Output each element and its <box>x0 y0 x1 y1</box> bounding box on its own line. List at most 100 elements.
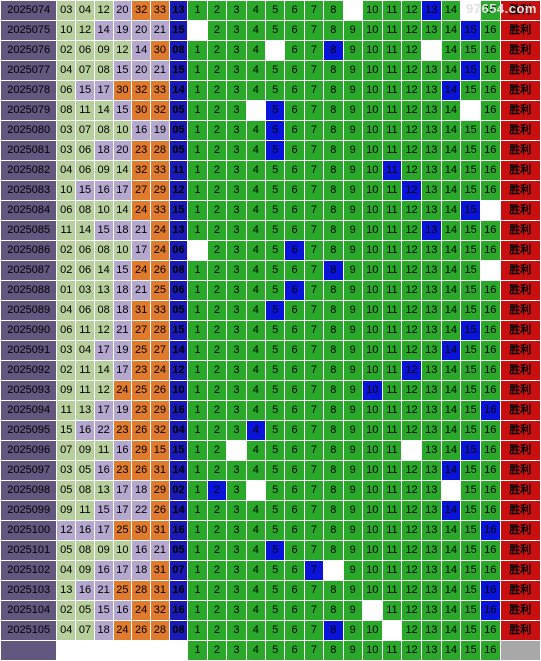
result-win-badge[interactable]: 胜利 <box>499 360 541 381</box>
number-cell: 13 <box>420 200 442 221</box>
number-cell: 14 <box>440 220 462 241</box>
result-win-badge[interactable]: 胜利 <box>499 240 541 261</box>
red-ball-number: 03 <box>56 140 77 161</box>
red-ball-number: 25 <box>112 520 133 541</box>
result-win-badge[interactable]: 胜利 <box>499 80 541 101</box>
red-ball-number: 21 <box>149 60 170 81</box>
number-cell: 3 <box>226 180 247 201</box>
red-ball-number: 24 <box>131 600 151 621</box>
result-win-badge[interactable]: 胜利 <box>499 340 541 361</box>
number-cell: 3 <box>226 540 247 561</box>
result-win-badge[interactable]: 胜利 <box>499 500 541 521</box>
number-cell: 10 <box>361 20 383 41</box>
table-row: 2025102 04 09 16 17 18 31 07 1 2 3 4 5 6 7 9 10 11 12 13 14 1… <box>0 560 541 581</box>
result-win-badge[interactable]: 胜利 <box>499 180 541 201</box>
result-win-badge[interactable]: 胜利 <box>499 100 541 121</box>
number-cell: 14 <box>440 40 462 61</box>
number-cell: 11 <box>381 260 403 281</box>
issue-number: 2025085 <box>0 220 58 241</box>
number-cell: 5 <box>264 280 286 301</box>
red-ball-number: 21 <box>149 540 170 561</box>
empty-cell <box>342 0 363 21</box>
result-win-badge[interactable]: 胜利 <box>499 60 541 81</box>
number-cell: 1 <box>187 280 208 301</box>
blue-ball-number: 12 <box>168 360 189 381</box>
number-cell: 3 <box>226 380 247 401</box>
bottom-number-cell: 3 <box>226 640 247 661</box>
number-cell: 6 <box>284 160 305 181</box>
empty-cell <box>479 200 501 221</box>
number-cell: 4 <box>245 320 266 341</box>
number-cell: 9 <box>342 60 363 81</box>
red-ball-number: 16 <box>131 540 151 561</box>
hit-cell: 12 <box>401 360 422 381</box>
empty-cell <box>226 440 247 461</box>
number-cell: 16 <box>479 320 501 341</box>
number-cell: 10 <box>361 580 383 601</box>
result-win-badge[interactable]: 胜利 <box>499 300 541 321</box>
number-cell: 1 <box>187 140 208 161</box>
red-ball-number: 08 <box>75 540 95 561</box>
result-win-badge[interactable]: 胜利 <box>499 440 541 461</box>
number-cell: 1 <box>187 580 208 601</box>
number-cell: 8 <box>323 420 344 441</box>
red-ball-number: 15 <box>149 440 170 461</box>
number-cell: 1 <box>187 220 208 241</box>
number-cell: 2 <box>206 520 228 541</box>
red-ball-number: 03 <box>56 120 77 141</box>
result-win-badge[interactable]: 胜利 <box>499 220 541 241</box>
red-ball-number: 06 <box>56 80 77 101</box>
table-row: 2025088 01 03 13 18 21 25 06 1 2 3 4 5 6 7 8 9 10 11 12 13 14… <box>0 280 541 301</box>
blue-ball-number: 13 <box>168 220 189 241</box>
number-cell: 6 <box>284 120 305 141</box>
result-win-badge[interactable]: 胜利 <box>499 560 541 581</box>
result-win-badge[interactable]: 胜利 <box>499 620 541 641</box>
result-win-badge[interactable]: 胜利 <box>499 460 541 481</box>
result-win-badge[interactable]: 胜利 <box>499 140 541 161</box>
red-ball-number: 18 <box>112 220 133 241</box>
issue-number: 2025104 <box>0 600 58 621</box>
result-win-badge[interactable]: 胜利 <box>499 280 541 301</box>
result-win-badge[interactable]: 胜利 <box>499 160 541 181</box>
result-win-badge[interactable]: 胜利 <box>499 20 541 41</box>
number-cell: 16 <box>479 40 501 61</box>
number-cell: 5 <box>264 240 286 261</box>
red-ball-number: 25 <box>149 280 170 301</box>
number-cell: 2 <box>206 20 228 41</box>
red-ball-number: 16 <box>112 440 133 461</box>
number-cell: 11 <box>381 140 403 161</box>
result-win-badge[interactable]: 胜利 <box>499 120 541 141</box>
number-cell: 5 <box>264 500 286 521</box>
number-cell: 14 <box>440 320 462 341</box>
result-win-badge[interactable]: 胜利 <box>499 580 541 601</box>
red-ball-number: 29 <box>149 400 170 421</box>
result-win-badge[interactable]: 胜利 <box>499 600 541 621</box>
table-row: 2025097 03 05 16 23 26 31 14 1 2 3 4 5 6 7 8 9 10 11 12 13 14… <box>0 460 541 481</box>
result-win-badge[interactable]: 胜利 <box>499 260 541 281</box>
table-row: 2025099 09 11 15 17 22 26 14 1 2 3 4 5 6 7 8 9 10 11 12 13 14… <box>0 500 541 521</box>
number-cell: 3 <box>226 400 247 421</box>
number-cell: 2 <box>206 120 228 141</box>
result-win-badge[interactable]: 胜利 <box>499 40 541 61</box>
result-win-badge[interactable]: 胜利 <box>499 320 541 341</box>
result-win-badge[interactable]: 胜利 <box>499 520 541 541</box>
red-ball-number: 10 <box>112 120 133 141</box>
result-win-badge[interactable]: 胜利 <box>499 420 541 441</box>
red-ball-number: 16 <box>75 420 95 441</box>
issue-number: 2025091 <box>0 340 58 361</box>
number-cell: 4 <box>245 20 266 41</box>
number-cell: 9 <box>342 620 363 641</box>
result-win-badge[interactable]: 胜利 <box>499 400 541 421</box>
red-ball-number: 14 <box>93 100 114 121</box>
result-win-badge[interactable]: 胜利 <box>499 540 541 561</box>
red-ball-number: 06 <box>56 200 77 221</box>
number-cell: 1 <box>187 100 208 121</box>
result-win-badge[interactable]: 胜利 <box>499 480 541 501</box>
result-win-badge[interactable]: 胜利 <box>499 380 541 401</box>
empty-cell <box>460 100 481 121</box>
red-ball-number: 04 <box>75 340 95 361</box>
number-cell: 10 <box>361 180 383 201</box>
result-win-badge[interactable]: 胜利 <box>499 200 541 221</box>
number-cell: 7 <box>303 400 325 421</box>
number-cell: 12 <box>401 600 422 621</box>
